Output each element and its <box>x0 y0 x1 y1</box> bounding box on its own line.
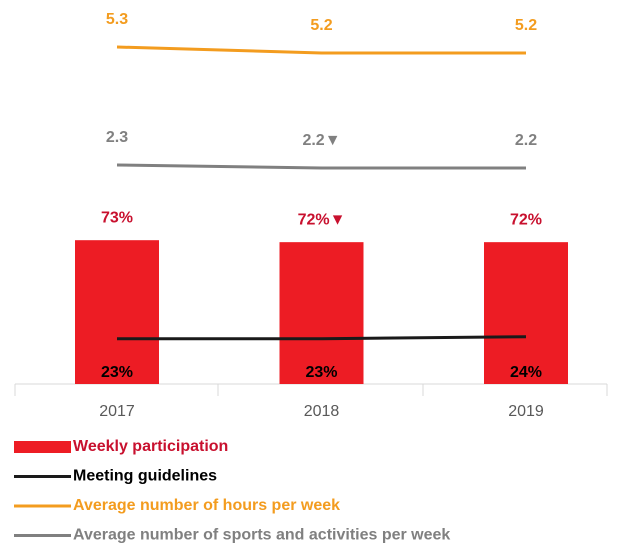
data-label: 5.2 <box>515 17 537 34</box>
line <box>117 335 527 341</box>
legend-label: Meeting guidelines <box>73 468 217 485</box>
x-tick-label: 2019 <box>508 403 544 420</box>
data-label: 72% <box>510 211 542 228</box>
data-label: 23% <box>305 364 337 381</box>
data-label: 24% <box>510 364 542 381</box>
x-tick-label: 2018 <box>304 403 340 420</box>
data-label: 72%▼ <box>298 211 346 228</box>
data-label: 2.2 <box>515 132 537 149</box>
line <box>116 163 526 170</box>
data-label: 2.3 <box>106 129 128 146</box>
bar <box>279 242 364 384</box>
data-label: 5.2 <box>310 17 332 34</box>
bar <box>75 240 159 384</box>
legend-label: Average number of hours per week <box>73 497 340 514</box>
line <box>116 45 526 55</box>
legend-label: Average number of sports and activities … <box>73 527 450 544</box>
data-label: 23% <box>101 364 133 381</box>
x-tick-label: 2017 <box>99 403 135 420</box>
data-label: 2.2▼ <box>302 132 340 149</box>
legend-swatch <box>14 441 71 453</box>
legend-label: Weekly participation <box>73 438 228 455</box>
data-label: 5.3 <box>106 11 128 28</box>
bar <box>484 242 568 384</box>
data-label: 73% <box>101 209 133 226</box>
